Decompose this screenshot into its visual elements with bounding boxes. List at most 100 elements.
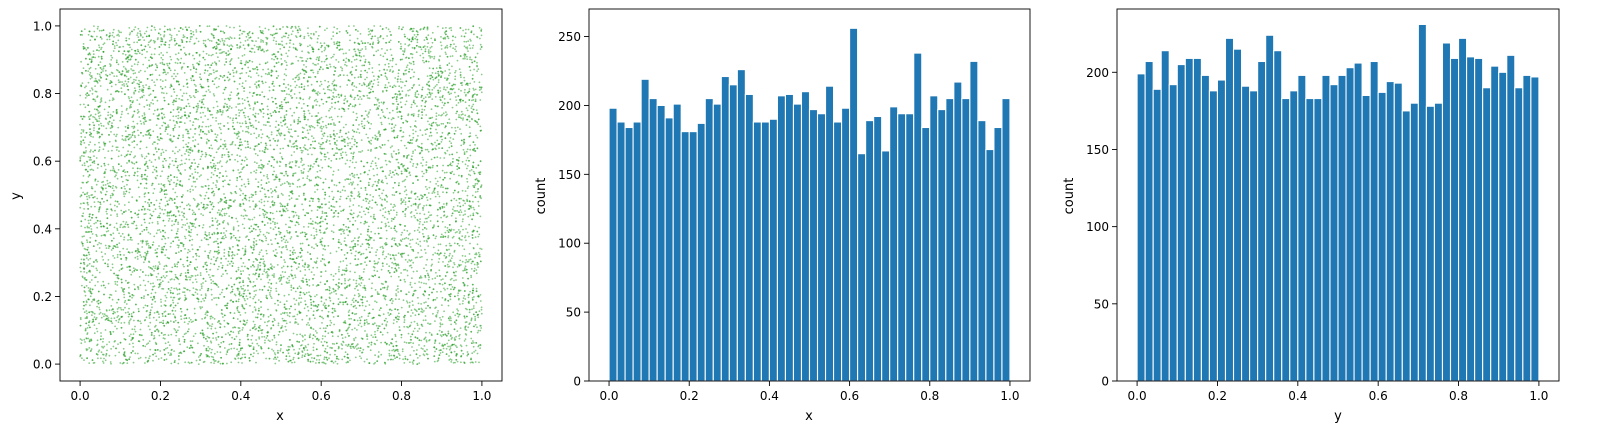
scatter-point [150,334,153,336]
scatter-point [241,32,244,35]
scatter-point [216,105,219,108]
scatter-point [136,179,139,182]
scatter-point [298,102,300,104]
scatter-point [134,26,137,28]
scatter-point [453,350,456,353]
scatter-point [131,116,134,118]
scatter-point [397,352,400,355]
scatter-point [297,25,300,28]
scatter-point [250,225,253,228]
scatter-point [266,222,269,224]
scatter-point [151,306,153,309]
scatter-point [213,71,215,74]
scatter-point [375,108,378,111]
scatter-point [265,237,268,240]
scatter-point [83,235,85,238]
scatter-point [434,252,437,254]
scatter-point [280,203,283,206]
scatter-point [258,26,261,28]
scatter-point [143,123,146,125]
scatter-point [81,215,83,217]
scatter-point [100,68,103,71]
scatter-point [317,91,319,93]
scatter-point [275,282,278,284]
scatter-point [203,106,206,109]
scatter-point [435,112,438,115]
scatter-point [453,274,456,277]
scatter-point [290,145,293,148]
scatter-point [199,306,202,308]
scatter-point [241,362,243,364]
scatter-point [125,178,128,181]
scatter-point [184,294,186,297]
scatter-point [188,320,191,323]
scatter-point [175,334,178,337]
scatter-point [197,163,200,166]
scatter-point [276,134,278,137]
scatter-point [311,69,314,72]
scatter-point [166,200,169,203]
scatter-point [238,311,241,314]
scatter-point [97,55,100,58]
scatter-point [423,301,426,304]
scatter-point [125,259,128,261]
scatter-point [346,345,349,347]
scatter-point [150,303,153,306]
scatter-point [400,86,403,89]
scatter-point [187,328,190,330]
scatter-point [360,139,363,142]
scatter-point [80,135,83,138]
scatter-point [463,76,465,79]
scatter-point [368,342,371,344]
scatter-point [133,87,136,89]
scatter-point [450,277,453,280]
scatter-point [211,62,214,65]
scatter-point [449,136,452,139]
scatter-point [115,75,118,77]
scatter-point [449,98,452,101]
scatter-point [411,155,413,158]
scatter-point [286,180,289,183]
scatter-point [223,214,226,217]
scatter-point [450,283,452,286]
scatter-point [230,277,233,280]
scatter-point [428,54,430,57]
scatter-point [156,99,159,102]
scatter-point [83,164,86,167]
scatter-point [250,133,252,136]
scatter-point [153,269,155,272]
scatter-point [449,72,451,75]
scatter-point [377,182,380,184]
scatter-point [155,355,158,358]
scatter-point [269,112,272,115]
scatter-point [332,275,335,277]
scatter-point [200,285,203,288]
scatter-point [110,362,112,365]
scatter-point [404,201,407,204]
scatter-point [292,143,294,146]
scatter-point [112,237,115,240]
scatter-point [182,223,185,226]
scatter-point [344,63,346,66]
scatter-point [424,276,427,279]
scatter-point [386,69,388,71]
scatter-point [181,99,184,101]
scatter-point [330,159,333,162]
scatter-point [403,325,406,328]
scatter-point [230,44,233,47]
scatter-point [461,245,464,247]
scatter-point [196,274,199,276]
scatter-point [472,184,475,187]
scatter-point [253,216,256,219]
scatter-point [185,117,188,119]
scatter-point [104,286,107,289]
scatter-point [202,103,205,106]
scatter-point [423,61,425,64]
scatter-point [412,330,415,333]
scatter-point [211,202,214,204]
scatter-point [284,261,286,264]
scatter-point [388,225,390,228]
scatter-point [272,80,274,83]
scatter-point [373,363,375,365]
scatter-point [315,359,318,361]
